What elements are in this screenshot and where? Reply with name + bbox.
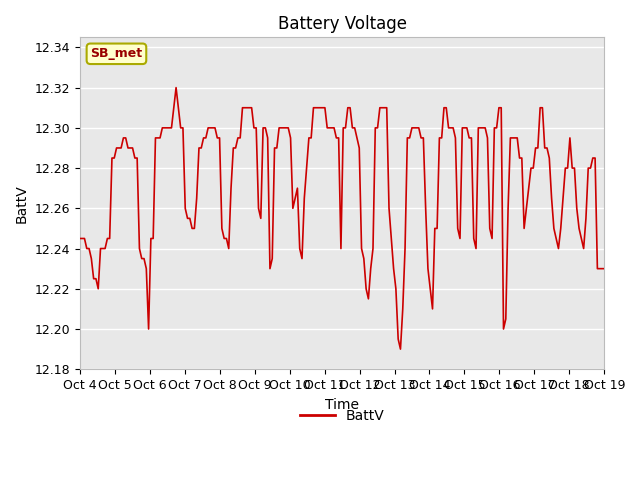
Y-axis label: BattV: BattV [15,184,29,223]
Title: Battery Voltage: Battery Voltage [278,15,406,33]
Text: SB_met: SB_met [90,48,143,60]
Legend: BattV: BattV [294,404,390,429]
X-axis label: Time: Time [325,397,359,411]
